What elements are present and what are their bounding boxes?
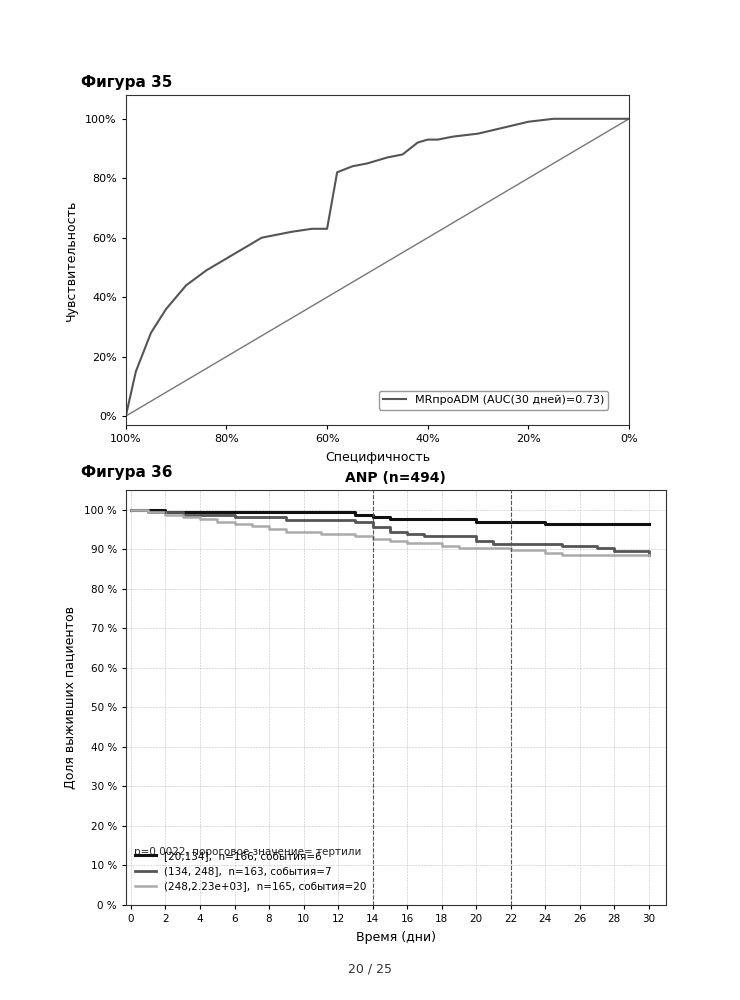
- Legend: [20,134],  n=166, события=6, (134, 248],  n=163, события=7, (248,2.23е+03],  n=1: [20,134], n=166, события=6, (134, 248], …: [131, 847, 371, 896]
- Y-axis label: Чувствительность: Чувствительность: [65, 199, 78, 321]
- Text: p=0.0022, пороговое значение= тертили: p=0.0022, пороговое значение= тертили: [134, 847, 361, 857]
- Text: Фигура 36: Фигура 36: [81, 465, 173, 480]
- X-axis label: Время (дни): Время (дни): [356, 931, 436, 944]
- Text: 20 / 25: 20 / 25: [348, 962, 392, 975]
- X-axis label: Специфичность: Специфичность: [325, 451, 430, 464]
- Legend: MRпроADM (AUC(30 дней)=0.73): MRпроADM (AUC(30 дней)=0.73): [379, 391, 608, 410]
- Title: ANP (n=494): ANP (n=494): [346, 471, 446, 485]
- Text: Фигура 35: Фигура 35: [81, 75, 172, 90]
- Y-axis label: Доля выживших пациентов: Доля выживших пациентов: [64, 606, 77, 789]
